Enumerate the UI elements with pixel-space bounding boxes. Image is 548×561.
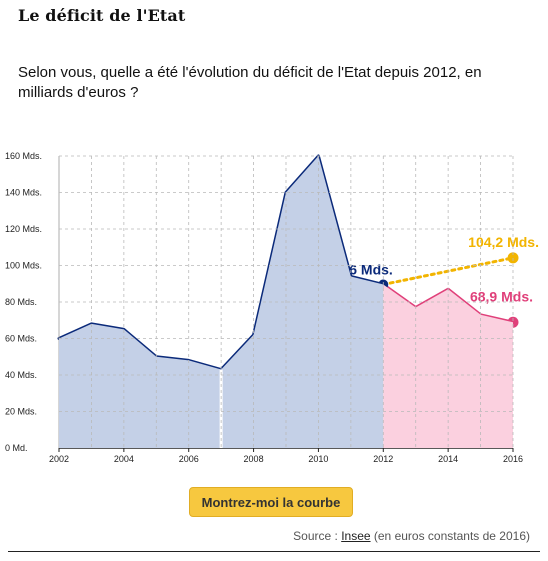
source-note: Source : Insee (en euros constants de 20… — [293, 529, 530, 543]
grid-lines — [59, 155, 514, 448]
x-tick-label: 2002 — [49, 454, 69, 464]
show-curve-button[interactable]: Montrez-moi la courbe — [189, 487, 353, 517]
source-link-insee[interactable]: Insee — [341, 529, 371, 543]
page-title: Le déficit de l'Etat — [18, 6, 186, 25]
annotation-guess: 104,2 Mds. — [468, 234, 539, 250]
y-tick-label: 120 Mds. — [5, 224, 42, 234]
y-tick-label: 20 Mds. — [5, 407, 37, 417]
question-text: Selon vous, quelle a été l'évolution du … — [18, 64, 482, 101]
bottom-divider — [8, 551, 540, 552]
x-tick-label: 2014 — [438, 454, 458, 464]
point-2016-guess — [507, 252, 519, 264]
period-area-chirac — [59, 323, 222, 448]
y-tick-label: 60 Mds. — [5, 334, 37, 344]
deficit-chart: 0 Md. 20 Mds. 40 Mds. 60 Mds. 80 Mds. 100 Mds… — [0, 130, 548, 480]
y-tick-label: 40 Mds. — [5, 370, 37, 380]
y-tick-label: 160 Mds. — [5, 151, 42, 161]
source-suffix: (en euros constants de 2016) — [373, 529, 530, 543]
y-tick-label: 0 Md. — [5, 443, 28, 453]
y-tick-label: 80 Mds. — [5, 297, 37, 307]
chart-svg: 0 Md. 20 Mds. 40 Mds. 60 Mds. 80 Mds. 100 Mds… — [5, 151, 539, 464]
x-tick-label: 2004 — [114, 454, 134, 464]
x-tick-label: 2016 — [503, 454, 523, 464]
annotation-actual: 68,9 Mds. — [470, 288, 533, 304]
x-tick-label: 2010 — [308, 454, 328, 464]
y-tick-label: 140 Mds. — [5, 188, 42, 198]
x-tick-label: 2006 — [179, 454, 199, 464]
x-tick-label: 2012 — [373, 454, 393, 464]
source-prefix: Source : — [293, 529, 342, 543]
x-tick-label: 2008 — [244, 454, 264, 464]
y-tick-label: 100 Mds. — [5, 261, 42, 271]
